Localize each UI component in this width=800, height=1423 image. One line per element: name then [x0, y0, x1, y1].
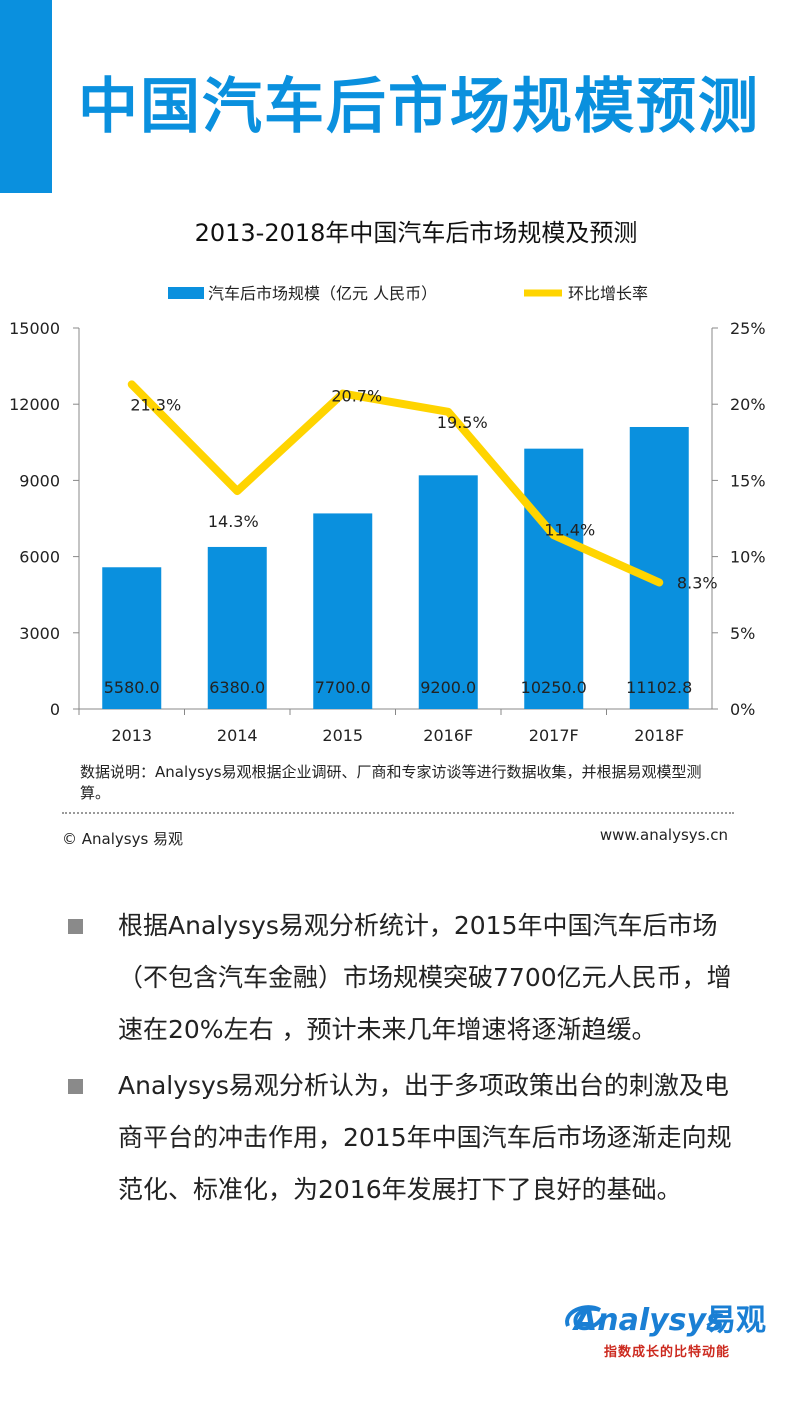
growth-rate-label: 20.7% — [331, 387, 382, 406]
y-right-tick-label: 15% — [730, 471, 766, 490]
chart: 2013-2018年中国汽车后市场规模及预测 汽车后市场规模（亿元 人民币） 环… — [9, 219, 765, 745]
y-left-tick-label: 0 — [50, 700, 60, 719]
x-tick-label: 2017F — [529, 726, 579, 745]
bullet-list: 根据Analysys易观分析统计，2015年中国汽车后市场（不包含汽车金融）市场… — [68, 900, 748, 1216]
growth-rate-label: 19.5% — [437, 413, 488, 432]
x-tick-label: 2014 — [217, 726, 258, 745]
bullet-item: 根据Analysys易观分析统计，2015年中国汽车后市场（不包含汽车金融）市场… — [68, 900, 748, 1056]
y-left-tick-label: 12000 — [9, 395, 60, 414]
bar — [524, 448, 584, 709]
y-right-tick-label: 0% — [730, 700, 755, 719]
bar-value-label: 6380.0 — [209, 678, 265, 697]
y-right-tick-label: 10% — [730, 548, 766, 567]
bullet-text: 根据Analysys易观分析统计，2015年中国汽车后市场（不包含汽车金融）市场… — [118, 911, 732, 1044]
website-link[interactable]: www.analysys.cn — [599, 826, 728, 844]
logo-word: Analysys — [572, 1303, 724, 1338]
y-right-tick-label: 20% — [730, 395, 766, 414]
data-note: 数据说明：Analysys易观根据企业调研、厂商和专家访谈等进行数据收集，并根据… — [80, 763, 702, 802]
logo-slogan: 指数成长的比特动能 — [604, 1344, 730, 1360]
legend-label-line: 环比增长率 — [568, 284, 648, 303]
bullet-square-icon — [68, 919, 83, 934]
growth-rate-label: 11.4% — [544, 520, 595, 539]
chart-title: 2013-2018年中国汽车后市场规模及预测 — [195, 219, 638, 247]
bar — [418, 475, 478, 709]
legend-label-bar: 汽车后市场规模（亿元 人民币） — [208, 284, 437, 303]
x-tick-label: 2015 — [322, 726, 363, 745]
bullet-item: Analysys易观分析认为，出于多项政策出台的刺激及电商平台的冲击作用，201… — [68, 1060, 748, 1216]
growth-rate-line — [127, 380, 664, 587]
x-tick-label: 2016F — [423, 726, 473, 745]
bar-value-label: 7700.0 — [315, 678, 371, 697]
bullet-square-icon — [68, 1079, 83, 1094]
growth-rate-point — [445, 408, 452, 415]
bar-value-label: 9200.0 — [420, 678, 476, 697]
logo-cn: 易观 — [706, 1303, 766, 1338]
bar-value-label: 10250.0 — [521, 678, 587, 697]
y-left-tick-label: 15000 — [9, 319, 60, 338]
copyright-text: © Analysys 易观 — [62, 830, 184, 848]
y-right-tick-label: 25% — [730, 319, 766, 338]
growth-rate-point — [128, 381, 135, 388]
bar-value-label: 11102.8 — [626, 678, 692, 697]
footer-divider — [62, 812, 734, 814]
bar — [629, 426, 689, 709]
y-left-tick-label: 3000 — [19, 624, 60, 643]
x-tick-label: 2018F — [634, 726, 684, 745]
growth-rate-label: 21.3% — [130, 395, 181, 414]
y-right-tick-label: 5% — [730, 624, 755, 643]
bar-value-label: 5580.0 — [104, 678, 160, 697]
logo-swoosh-icon — [565, 1305, 604, 1331]
growth-rate-point — [339, 390, 346, 397]
bullet-text: Analysys易观分析认为，出于多项政策出台的刺激及电商平台的冲击作用，201… — [118, 1071, 732, 1204]
growth-rate-point — [656, 579, 663, 586]
y-left-tick-label: 6000 — [19, 548, 60, 567]
header-accent-bar — [0, 0, 52, 193]
x-tick-label: 2013 — [111, 726, 152, 745]
bar — [207, 546, 267, 709]
bar — [313, 513, 373, 709]
growth-rate-point — [550, 532, 557, 539]
growth-rate-label: 8.3% — [677, 574, 718, 593]
growth-rate-point — [234, 488, 241, 495]
analysys-logo: Analysys 易观 指数成长的比特动能 — [565, 1303, 766, 1360]
bar — [102, 567, 162, 709]
legend-swatch-bar — [168, 287, 204, 299]
chart-legend: 汽车后市场规模（亿元 人民币） 环比增长率 — [168, 284, 648, 303]
page-title: 中国汽车后市场规模预测 — [78, 72, 760, 142]
growth-rate-label: 14.3% — [208, 512, 259, 531]
y-left-tick-label: 9000 — [19, 471, 60, 490]
plot-area: 0 3000 6000 9000 12000 15000 0% 5% 10% 15% 20% 25% 5… — [9, 319, 765, 745]
